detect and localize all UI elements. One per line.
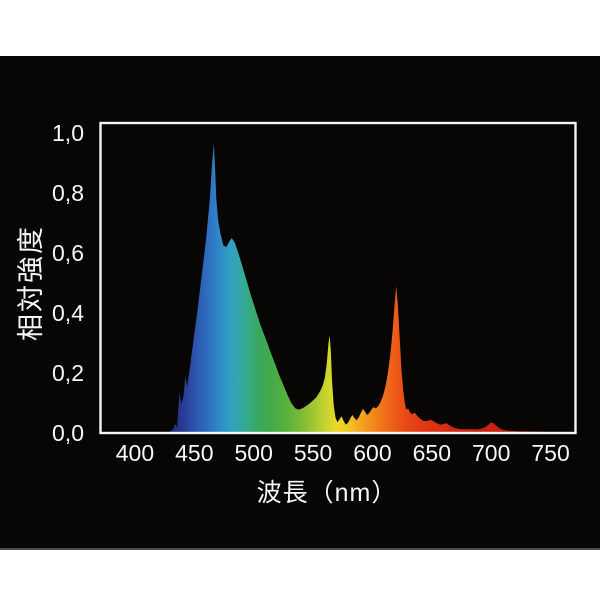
- y-tick-label: 0,0: [52, 420, 84, 446]
- x-tick-label: 650: [413, 440, 451, 466]
- x-tick-label: 400: [116, 440, 154, 466]
- x-tick-label: 750: [531, 440, 569, 466]
- x-axis-title: 波長（nm）: [256, 479, 398, 507]
- x-tick-label: 550: [294, 440, 332, 466]
- x-tick-label: 450: [175, 440, 213, 466]
- spectrum-area: [100, 143, 576, 433]
- y-axis-title: 相対強度: [16, 225, 46, 341]
- x-tick-label: 700: [472, 440, 510, 466]
- y-tick-label: 0,2: [52, 360, 84, 386]
- x-tick-label: 600: [353, 440, 391, 466]
- plot-border: [99, 121, 577, 435]
- x-tick-label: 500: [235, 440, 273, 466]
- y-tick-label: 0,4: [52, 300, 84, 326]
- y-tick-label: 1,0: [52, 120, 84, 146]
- y-tick-label: 0,6: [52, 240, 84, 266]
- y-tick-label: 0,8: [52, 180, 84, 206]
